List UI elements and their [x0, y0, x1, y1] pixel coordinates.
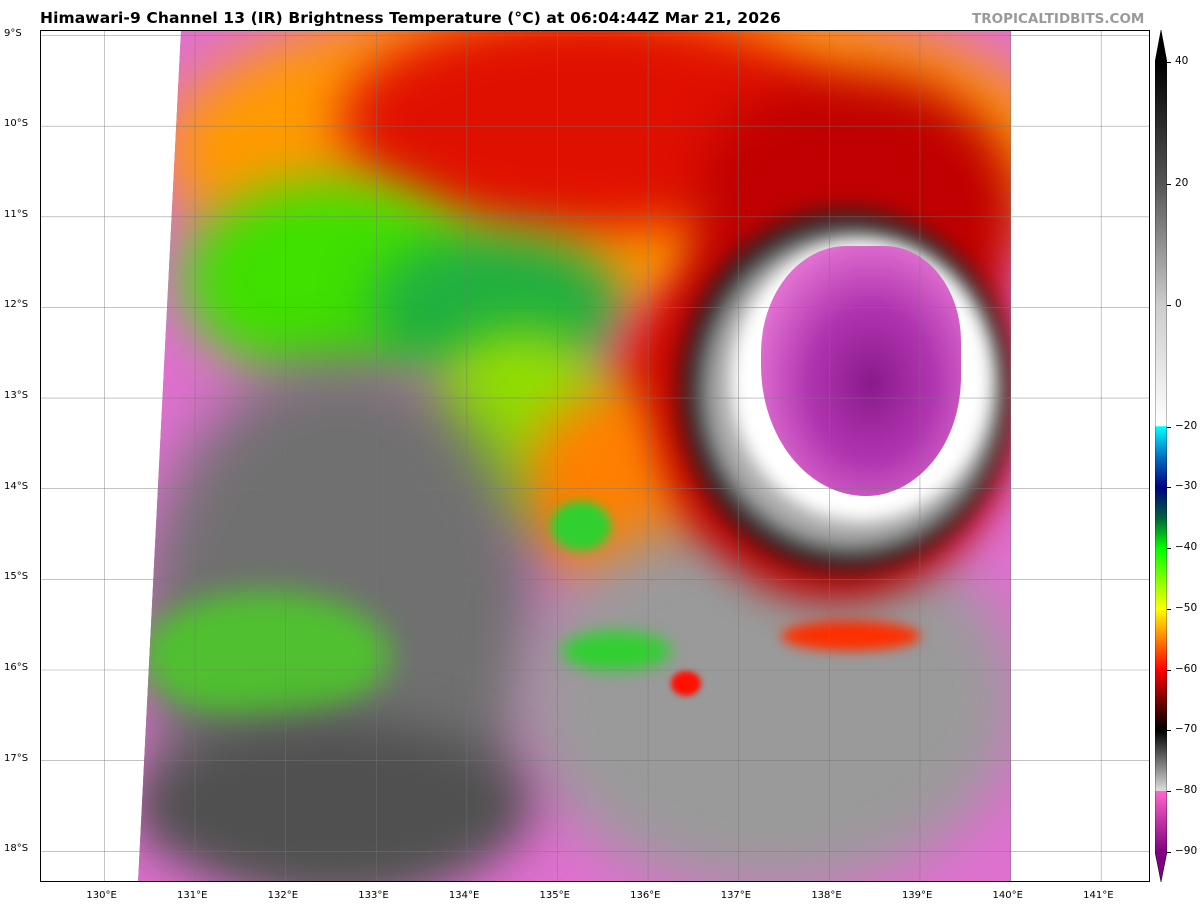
lat-tick-label: 17°S [4, 752, 29, 764]
satellite-imagery [138, 31, 1011, 881]
colorbar-label: −40 [1175, 541, 1198, 554]
colorbar-label: 40 [1175, 55, 1189, 67]
cloud-region [138, 721, 531, 881]
colorbar-label: −50 [1175, 601, 1198, 614]
cyclone-cold-core [761, 246, 961, 496]
colorbar-tick [1167, 669, 1171, 671]
cloud-region [671, 671, 701, 696]
lat-tick-label: 12°S [4, 299, 29, 311]
lon-tick-label: 132°E [267, 890, 299, 901]
cloud-region [141, 591, 391, 721]
lat-tick-label: 14°S [4, 480, 29, 492]
colorbar-tick [1167, 852, 1171, 853]
colorbar-tick [1167, 608, 1171, 610]
colorbar-label: −30 [1175, 480, 1198, 493]
lat-tick-label: 9°S [4, 27, 22, 39]
lon-tick-label: 131°E [177, 890, 208, 901]
lon-tick-label: 138°E [811, 890, 842, 901]
colorbar-label: −20 [1175, 419, 1198, 432]
map-gridlines [41, 31, 1149, 881]
colorbar-tick [1167, 183, 1171, 185]
colorbar-tick [1167, 426, 1171, 428]
lat-tick-label: 10°S [4, 118, 29, 130]
colorbar-label: −60 [1175, 662, 1198, 675]
satellite-map [40, 30, 1150, 882]
colorbar-label: −70 [1175, 723, 1198, 736]
colorbar-label: −80 [1175, 784, 1198, 797]
colorbar-tick [1167, 62, 1171, 63]
watermark: TROPICALTIDBITS.COM [972, 11, 1145, 27]
colorbar-label: 0 [1175, 298, 1182, 311]
lon-tick-label: 133°E [358, 890, 389, 901]
colorbar-tick [1167, 548, 1171, 550]
lon-tick-label: 140°E [992, 890, 1023, 901]
lon-tick-label: 135°E [539, 890, 570, 901]
lon-tick-label: 136°E [630, 890, 661, 901]
lat-tick-label: 15°S [4, 571, 29, 583]
cloud-region [551, 501, 611, 551]
lon-tick-label: 130°E [86, 890, 117, 901]
lat-tick-label: 13°S [4, 390, 29, 402]
colorbar [1155, 30, 1167, 882]
colorbar-label: −90 [1175, 845, 1198, 857]
cloud-region [561, 631, 671, 671]
colorbar-label: 20 [1175, 176, 1189, 189]
colorbar-tick [1167, 730, 1171, 732]
colorbar-tick [1167, 791, 1171, 793]
colorbar-tick [1167, 305, 1171, 307]
lat-tick-label: 18°S [4, 843, 29, 855]
lon-tick-label: 141°E [1083, 890, 1114, 901]
lon-tick-label: 139°E [901, 890, 933, 901]
colorbar-fill [1155, 30, 1167, 882]
cloud-region [781, 621, 921, 651]
lon-tick-label: 137°E [720, 890, 752, 901]
lat-tick-label: 11°S [4, 208, 29, 220]
map-title: Himawari-9 Channel 13 (IR) Brightness Te… [40, 9, 781, 27]
colorbar-tick [1167, 487, 1171, 489]
lat-tick-label: 16°S [4, 662, 29, 673]
lon-tick-label: 134°E [448, 890, 480, 901]
